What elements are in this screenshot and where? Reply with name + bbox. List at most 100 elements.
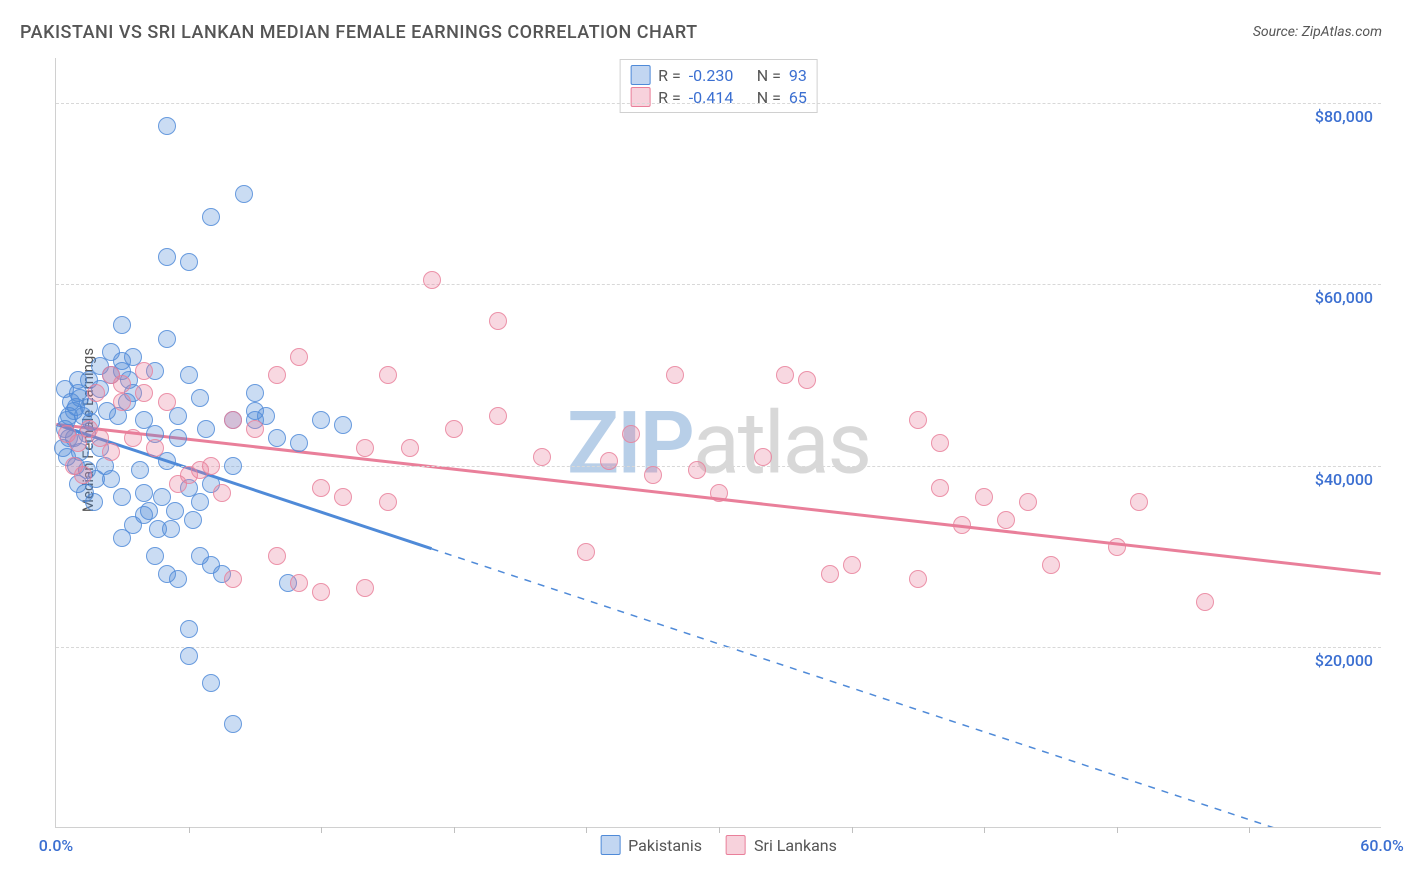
scatter-point <box>843 556 861 574</box>
scatter-point <box>1019 493 1037 511</box>
y-tick-label: $40,000 <box>1315 470 1373 489</box>
scatter-point <box>180 647 198 665</box>
scatter-point <box>85 493 103 511</box>
scatter-point <box>169 475 187 493</box>
scatter-point <box>1130 493 1148 511</box>
scatter-point <box>184 511 202 529</box>
scatter-point <box>169 570 187 588</box>
scatter-point <box>622 425 640 443</box>
y-tick-label: $80,000 <box>1315 107 1373 126</box>
scatter-point <box>191 493 209 511</box>
scatter-point <box>235 185 253 203</box>
scatter-plot: ZIPatlas R = -0.230 N = 93 R = -0.414 N … <box>55 58 1381 828</box>
scatter-point <box>158 117 176 135</box>
x-tick-minor <box>454 827 455 833</box>
scatter-point <box>146 439 164 457</box>
scatter-point <box>931 479 949 497</box>
scatter-point <box>489 407 507 425</box>
source-prefix: Source: <box>1253 24 1302 40</box>
scatter-point <box>224 715 242 733</box>
scatter-point <box>202 208 220 226</box>
source-credit: Source: ZipAtlas.com <box>1253 24 1382 40</box>
scatter-point <box>67 398 85 416</box>
gridline <box>56 284 1381 285</box>
scatter-point <box>131 461 149 479</box>
chart-title: PAKISTANI VS SRI LANKAN MEDIAN FEMALE EA… <box>20 22 698 43</box>
scatter-point <box>798 371 816 389</box>
scatter-point <box>600 452 618 470</box>
scatter-point <box>379 493 397 511</box>
y-tick-label: $60,000 <box>1315 288 1373 307</box>
watermark: ZIPatlas <box>567 392 870 493</box>
scatter-point <box>577 543 595 561</box>
scatter-point <box>489 312 507 330</box>
scatter-point <box>1196 593 1214 611</box>
scatter-point <box>356 579 374 597</box>
scatter-point <box>74 466 92 484</box>
scatter-point <box>166 502 184 520</box>
scatter-point <box>191 461 209 479</box>
scatter-point <box>140 502 158 520</box>
scatter-point <box>821 565 839 583</box>
scatter-point <box>87 384 105 402</box>
x-tick-minor <box>586 827 587 833</box>
scatter-point <box>197 420 215 438</box>
scatter-point <box>135 384 153 402</box>
scatter-point <box>909 570 927 588</box>
scatter-point <box>213 484 231 502</box>
scatter-point <box>290 574 308 592</box>
n-value-0: 93 <box>789 66 807 85</box>
legend-swatch-0 <box>600 835 620 855</box>
gridline <box>56 466 1381 467</box>
r-legend-row-0: R = -0.230 N = 93 <box>630 64 807 86</box>
scatter-point <box>312 411 330 429</box>
scatter-point <box>158 330 176 348</box>
x-tick-label: 60.0% <box>1360 836 1404 855</box>
x-tick-minor <box>852 827 853 833</box>
x-tick-minor <box>189 827 190 833</box>
scatter-point <box>180 253 198 271</box>
watermark-part2: atlas <box>693 392 870 493</box>
scatter-point <box>423 271 441 289</box>
scatter-point <box>268 429 286 447</box>
scatter-point <box>312 583 330 601</box>
x-tick-minor <box>321 827 322 833</box>
scatter-point <box>202 674 220 692</box>
n-label: N = <box>757 66 781 85</box>
y-tick-label: $20,000 <box>1315 651 1373 670</box>
scatter-point <box>1108 538 1126 556</box>
x-tick-minor <box>1117 827 1118 833</box>
scatter-point <box>312 479 330 497</box>
scatter-point <box>975 488 993 506</box>
scatter-point <box>666 366 684 384</box>
scatter-point <box>224 457 242 475</box>
scatter-point <box>113 529 131 547</box>
gridline <box>56 103 1381 104</box>
scatter-point <box>135 362 153 380</box>
scatter-point <box>158 248 176 266</box>
scatter-point <box>776 366 794 384</box>
scatter-point <box>169 429 187 447</box>
trend-lines <box>56 58 1381 827</box>
scatter-point <box>710 484 728 502</box>
scatter-point <box>533 448 551 466</box>
scatter-point <box>69 371 87 389</box>
scatter-point <box>146 547 164 565</box>
x-tick-minor <box>1249 827 1250 833</box>
scatter-point <box>754 448 772 466</box>
legend-label-0: Pakistanis <box>628 836 702 855</box>
scatter-point <box>1042 556 1060 574</box>
swatch-series-0 <box>630 65 650 85</box>
scatter-point <box>224 411 242 429</box>
scatter-point <box>953 516 971 534</box>
scatter-point <box>113 316 131 334</box>
scatter-point <box>135 484 153 502</box>
scatter-point <box>997 511 1015 529</box>
scatter-point <box>224 570 242 588</box>
scatter-point <box>180 620 198 638</box>
scatter-point <box>246 420 264 438</box>
scatter-point <box>290 348 308 366</box>
scatter-point <box>290 434 308 452</box>
scatter-point <box>445 420 463 438</box>
scatter-point <box>102 443 120 461</box>
